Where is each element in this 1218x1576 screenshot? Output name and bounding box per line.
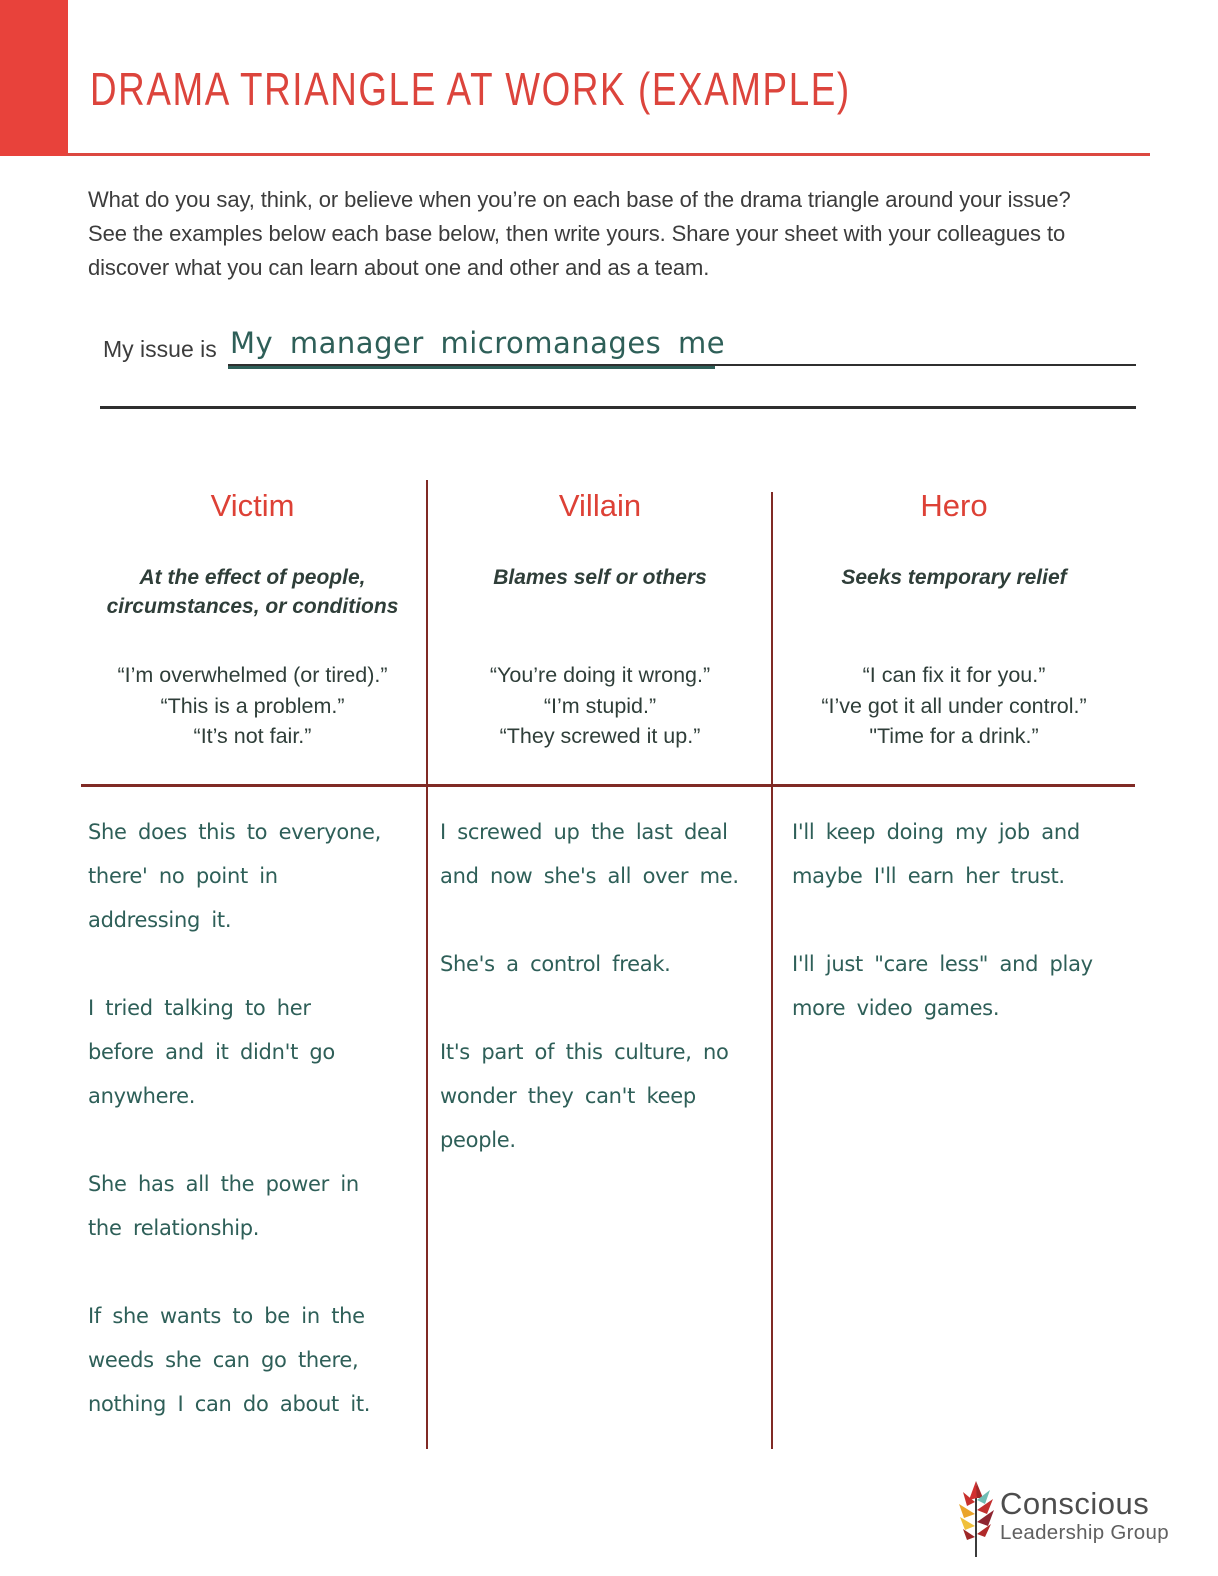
feather-logo-icon xyxy=(959,1481,994,1557)
column-description-hero: Seeks temporary relief xyxy=(841,566,1067,589)
logo-subtitle: Leadership Group xyxy=(1000,1521,1169,1544)
quote-line: “They screwed it up.” xyxy=(499,724,701,748)
column-description-villain: Blames self or others xyxy=(493,566,707,589)
note-paragraph: She does this to everyone, there' no poi… xyxy=(88,820,381,932)
quote-line: “It’s not fair.” xyxy=(193,724,312,748)
handwritten-notes-hero: I'll keep doing my job and maybe I'll ea… xyxy=(792,810,1093,1074)
intro-paragraph: What do you say, think, or believe when … xyxy=(88,187,1071,280)
quote-line: “I’m overwhelmed (or tired).” xyxy=(117,663,388,687)
issue-underline-highlight xyxy=(228,366,715,369)
column-description-victim: At the effect of people, circumstances, … xyxy=(106,566,399,618)
column-quotes-hero: “I can fix it for you.” “I’ve got it all… xyxy=(773,660,1135,752)
column-heading-hero: Hero xyxy=(920,488,988,523)
logo-title: Conscious xyxy=(1000,1486,1150,1521)
column-heading-villain: Villain xyxy=(558,488,642,523)
handwritten-notes-villain: I screwed up the last deal and now she's… xyxy=(440,810,739,1206)
quote-line: “I can fix it for you.” xyxy=(862,663,1046,687)
logo-text-block: Conscious Leadership Group xyxy=(1000,1487,1169,1545)
quote-line: “This is a problem.” xyxy=(160,693,345,718)
column-divider-right xyxy=(771,492,773,1449)
issue-label: My issue is xyxy=(103,336,217,362)
column-heading-victim: Victim xyxy=(210,488,295,523)
note-paragraph: I tried talking to her before and it did… xyxy=(88,996,335,1108)
issue-value-handwritten: My manager micromanages me xyxy=(230,326,726,360)
note-paragraph: She has all the power in the relationshi… xyxy=(88,1172,359,1240)
red-accent-bar xyxy=(0,0,68,156)
note-paragraph: If she wants to be in the weeds she can … xyxy=(88,1304,371,1416)
issue-underline xyxy=(228,364,1136,366)
issue-blank-line xyxy=(100,406,1136,409)
quote-line: “I’ve got it all under control.” xyxy=(821,693,1087,718)
page-title: DRAMA TRIANGLE AT WORK (EXAMPLE) xyxy=(90,63,851,115)
column-quotes-villain: “You’re doing it wrong.” “I’m stupid.” “… xyxy=(429,660,771,752)
row-divider xyxy=(81,784,1135,787)
note-paragraph: It's part of this culture, no wonder the… xyxy=(440,1040,729,1152)
column-divider-left xyxy=(426,480,428,1449)
note-paragraph: I'll just "care less" and play more vide… xyxy=(792,952,1093,1020)
note-paragraph: I screwed up the last deal and now she's… xyxy=(440,820,739,888)
handwritten-notes-victim: She does this to everyone, there' no poi… xyxy=(88,810,381,1470)
note-paragraph: I'll keep doing my job and maybe I'll ea… xyxy=(792,820,1080,888)
quote-line: "Time for a drink.” xyxy=(869,724,1039,748)
title-underline xyxy=(66,153,1150,156)
note-paragraph: She's a control freak. xyxy=(440,952,671,976)
quote-line: “You’re doing it wrong.” xyxy=(489,663,711,687)
quote-line: “I’m stupid.” xyxy=(543,693,657,718)
column-quotes-victim: “I’m overwhelmed (or tired).” “This is a… xyxy=(78,660,427,752)
